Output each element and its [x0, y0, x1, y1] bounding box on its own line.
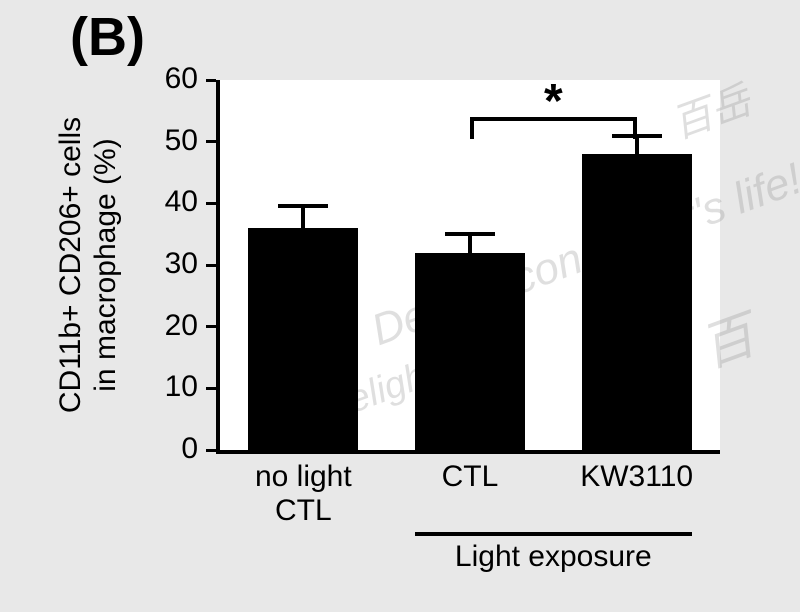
y-axis-label: CD11b+ CD206+ cells in macrophage (%) — [54, 80, 126, 450]
significance-line — [633, 117, 637, 139]
error-bar-cap — [278, 204, 328, 208]
y-tick — [206, 387, 216, 390]
y-tick — [206, 449, 216, 452]
bar — [248, 228, 358, 450]
y-tick-label: 20 — [146, 309, 198, 343]
panel-label: (B) — [70, 6, 145, 68]
y-tick — [206, 79, 216, 82]
error-bar-stem — [301, 206, 305, 228]
error-bar-cap — [445, 232, 495, 236]
y-tick-label: 50 — [146, 124, 198, 158]
significance-star: * — [523, 74, 583, 129]
y-tick-label: 30 — [146, 247, 198, 281]
group-label: Light exposure — [415, 540, 692, 574]
y-tick — [206, 264, 216, 267]
y-axis — [216, 80, 220, 454]
y-tick-label: 60 — [146, 62, 198, 96]
y-tick-label: 10 — [146, 370, 198, 404]
x-category-label: CTL — [387, 460, 554, 494]
y-tick — [206, 140, 216, 143]
bar — [582, 154, 692, 450]
significance-line — [470, 117, 474, 139]
x-axis — [216, 450, 720, 454]
x-category-label: no light CTL — [220, 460, 387, 528]
group-line — [415, 532, 692, 536]
y-tick — [206, 202, 216, 205]
y-tick-label: 40 — [146, 185, 198, 219]
x-category-label: KW3110 — [553, 460, 720, 494]
error-bar-stem — [468, 234, 472, 253]
error-bar-cap — [612, 134, 662, 138]
bar — [415, 253, 525, 450]
y-tick — [206, 325, 216, 328]
y-tick-label: 0 — [146, 432, 198, 466]
